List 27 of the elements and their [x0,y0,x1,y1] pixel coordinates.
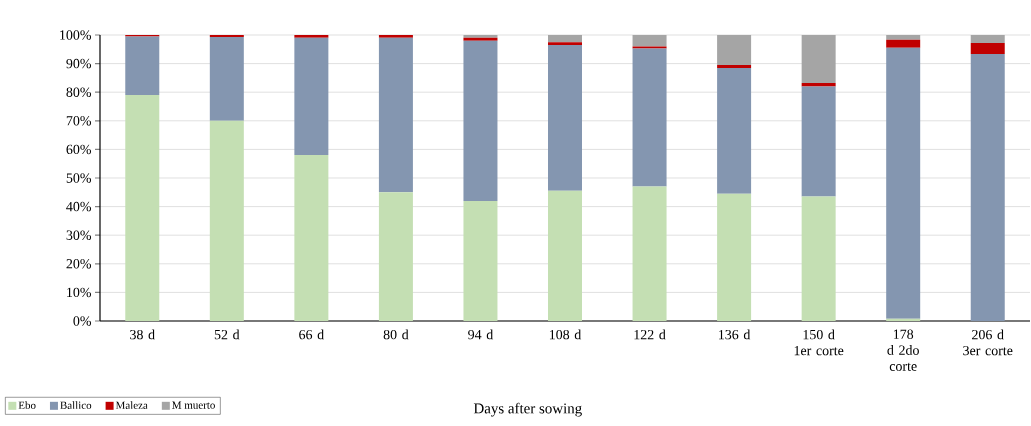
x-tick-label: 122 d [634,329,666,340]
y-tick-label: 60% [66,144,91,155]
y-tick-label: 80% [66,87,91,97]
y-tick-label: 10% [67,287,91,298]
legend-label: Ebo [18,401,36,409]
legend-label: Maleza [115,401,148,409]
x-tick-label: 150 d 1er corte [794,329,844,356]
y-tick-label: 100% [60,30,91,40]
x-tick-label: 38 d [130,329,155,340]
x-tick-label: 178 d 2do corte [887,329,919,371]
legend-label: Ballico [60,401,92,409]
y-tick-label: 70% [66,116,91,126]
y-tick-label: 30% [66,230,91,240]
x-tick-label: 80 d [383,329,409,340]
x-tick-label: 136 d [719,329,751,340]
x-tick-label: 206 d 3er corte [963,329,1013,356]
y-tick-label: 50% [66,173,91,183]
y-tick-label: 90% [66,58,91,69]
x-tick-label: 108 d [549,329,582,340]
x-tick-label: 94 d [468,329,494,340]
x-tick-label: 52 d [214,329,240,340]
y-tick-label: 40% [66,201,91,212]
y-tick-label: 0% [73,316,91,326]
legend-label: M muerto [172,401,215,409]
y-tick-label: 20% [66,259,91,269]
x-tick-label: 66 d [299,329,324,340]
x-axis-title: Days after sowing [473,402,582,417]
